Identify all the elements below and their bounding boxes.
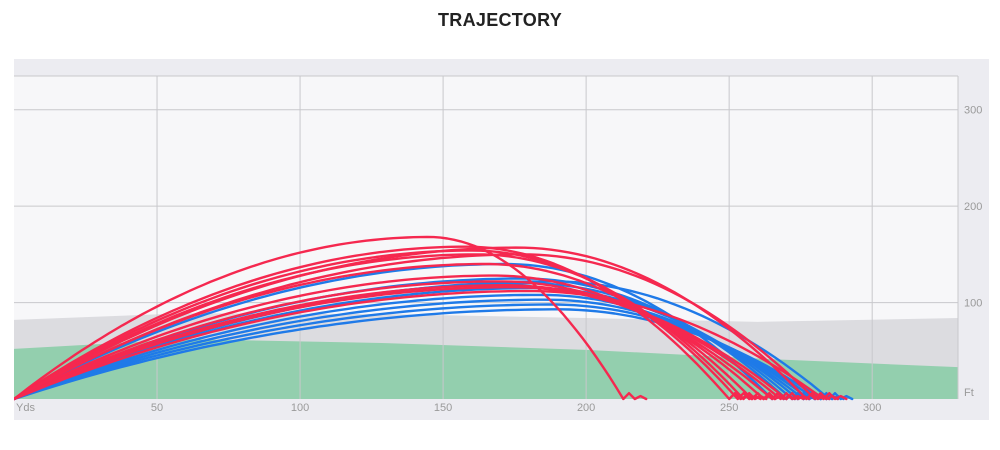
red-trajectory-line (14, 235, 648, 401)
y-unit-label: Ft (964, 387, 974, 399)
red-trajectory-line (14, 286, 811, 401)
y-tick-label: 200 (964, 201, 982, 213)
x-unit-label: Yds (16, 402, 35, 414)
red-trajectory-line (14, 280, 797, 401)
x-tick-label: 150 (434, 402, 452, 414)
red-trajectory-line (14, 284, 805, 401)
blue-trajectory-line (14, 308, 845, 401)
trajectory-lines (14, 235, 854, 401)
x-tick-label: 200 (577, 402, 595, 414)
x-tick-label: 300 (863, 402, 881, 414)
x-tick-label: 50 (151, 402, 163, 414)
trajectory-chart: 50 100 150 200 250 300 100 200 300 Yds Ft (14, 75, 982, 414)
chart-title: TRAJECTORY (437, 10, 563, 30)
y-tick-label: 100 (964, 298, 982, 310)
fairway-band (14, 339, 958, 399)
x-tick-label: 250 (720, 402, 738, 414)
chart-area: 50 100 150 200 250 300 100 200 300 Yds Ft (14, 59, 989, 420)
axis-labels: 50 100 150 200 250 300 100 200 300 Yds Ft (16, 105, 982, 414)
x-tick-label: 100 (291, 402, 309, 414)
y-tick-label: 300 (964, 105, 982, 117)
gridlines (14, 75, 959, 399)
red-trajectory-line (14, 253, 840, 401)
red-trajectory-line (14, 289, 848, 401)
